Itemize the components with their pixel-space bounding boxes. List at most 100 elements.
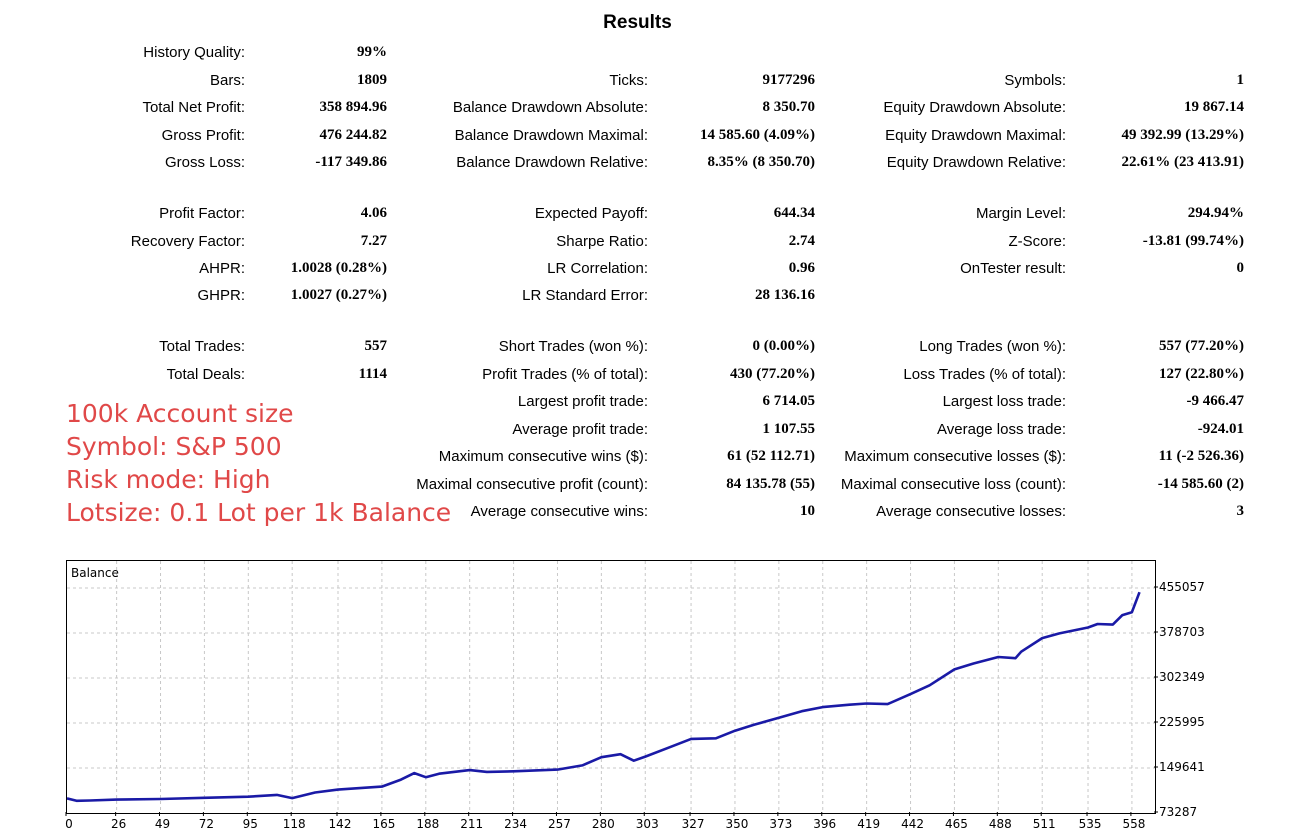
y-tick-label: 149641 — [1159, 760, 1205, 774]
stat-label: Z-Score: — [1008, 233, 1066, 250]
stat-label: Expected Payoff: — [534, 205, 648, 222]
stat-value: 1114 — [358, 366, 387, 382]
stat-value: 49 392.99 (13.29%) — [1121, 127, 1245, 143]
x-tick-label: 165 — [372, 817, 395, 831]
stat-label: Maximum consecutive wins ($): — [438, 448, 648, 465]
stat-label: Average loss trade: — [937, 421, 1066, 438]
stat-label: Recovery Factor: — [130, 233, 245, 250]
stat-value: 9177296 — [762, 72, 816, 88]
stat-value: -9 466.47 — [1186, 393, 1245, 409]
stat-value: -924.01 — [1197, 421, 1244, 437]
stat-label: Gross Profit: — [161, 127, 245, 144]
y-tick-label: 225995 — [1159, 715, 1205, 729]
stat-label: Average profit trade: — [512, 421, 648, 438]
x-tick-label: 95 — [243, 817, 258, 831]
stat-label: Maximal consecutive profit (count): — [416, 476, 648, 493]
x-tick-label: 257 — [548, 817, 571, 831]
stat-value: 1 107.55 — [762, 421, 816, 437]
stat-value: 19 867.14 — [1184, 99, 1244, 115]
x-tick-label: 350 — [726, 817, 749, 831]
stat-label: Profit Factor: — [159, 205, 245, 222]
y-tick-label: 455057 — [1159, 580, 1205, 594]
stat-value: 1.0027 (0.27%) — [290, 287, 387, 303]
x-tick-label: 234 — [504, 817, 527, 831]
stat-label: Ticks: — [609, 72, 648, 89]
stat-label: Equity Drawdown Relative: — [886, 154, 1066, 171]
x-tick-label: 211 — [460, 817, 483, 831]
note-line: Symbol: S&P 500 — [66, 432, 282, 461]
x-tick-label: 558 — [1122, 817, 1145, 831]
balance-series-line — [67, 591, 1141, 803]
balance-chart-svg: Balance — [67, 561, 1155, 813]
stat-label: Average consecutive losses: — [876, 503, 1066, 520]
stat-label: GHPR: — [197, 287, 245, 304]
stat-value: 557 (77.20%) — [1159, 338, 1244, 354]
stat-label: Symbols: — [1004, 72, 1066, 89]
stat-value: -117 349.86 — [315, 154, 387, 170]
stat-value: 14 585.60 (4.09%) — [700, 127, 815, 143]
x-tick-label: 488 — [989, 817, 1012, 831]
x-tick-label: 396 — [813, 817, 836, 831]
x-tick-label: 280 — [592, 817, 615, 831]
x-tick-label: 118 — [283, 817, 306, 831]
stat-value: 476 244.82 — [319, 127, 388, 143]
stat-label: Balance Drawdown Maximal: — [454, 127, 648, 144]
stat-label: Maximal consecutive loss (count): — [840, 476, 1066, 493]
x-tick-label: 188 — [416, 817, 439, 831]
stat-value: 99% — [357, 44, 387, 60]
stat-value: -13.81 (99.74%) — [1142, 233, 1244, 249]
stat-value: 3 — [1236, 503, 1245, 519]
stat-label: OnTester result: — [960, 260, 1066, 277]
stat-value: 4.06 — [360, 205, 387, 221]
stat-value: 84 135.78 (55) — [726, 476, 815, 492]
stat-value: 557 — [364, 338, 388, 354]
stat-value: 430 (77.20%) — [730, 366, 815, 382]
results-title: Results — [603, 12, 672, 33]
note-line: Lotsize: 0.1 Lot per 1k Balance — [66, 498, 452, 527]
x-tick-label: 373 — [769, 817, 792, 831]
stat-label: Total Net Profit: — [142, 99, 245, 116]
balance-chart: Balance — [66, 560, 1156, 814]
stat-value: 2.74 — [788, 233, 815, 249]
x-tick-label: 26 — [111, 817, 126, 831]
stat-value: 1809 — [357, 72, 387, 88]
note-line: Risk mode: High — [66, 465, 271, 494]
stat-value: 1 — [1236, 72, 1245, 88]
stat-value: 358 894.96 — [319, 99, 388, 115]
stat-label: Largest loss trade: — [942, 393, 1066, 410]
x-tick-label: 0 — [65, 817, 73, 831]
x-tick-label: 49 — [155, 817, 170, 831]
stat-value: 11 (-2 526.36) — [1158, 448, 1244, 464]
stat-value: 0 — [1236, 260, 1245, 276]
stat-value: 0.96 — [788, 260, 815, 276]
stat-value: 6 714.05 — [762, 393, 816, 409]
stat-value: 61 (52 112.71) — [727, 448, 815, 464]
stat-label: Total Trades: — [159, 338, 245, 355]
y-tick-label: 73287 — [1159, 805, 1197, 819]
stat-label: Short Trades (won %): — [498, 338, 648, 355]
stat-label: History Quality: — [143, 44, 245, 61]
x-tick-label: 72 — [199, 817, 214, 831]
stat-value: -14 585.60 (2) — [1157, 476, 1244, 492]
y-tick-label: 302349 — [1159, 670, 1205, 684]
stat-value: 644.34 — [773, 205, 815, 221]
x-tick-label: 327 — [682, 817, 705, 831]
x-tick-label: 303 — [636, 817, 659, 831]
stat-label: Maximum consecutive losses ($): — [844, 448, 1066, 465]
stat-label: Average consecutive wins: — [470, 503, 648, 520]
stat-label: LR Standard Error: — [522, 287, 648, 304]
x-tick-label: 442 — [901, 817, 924, 831]
y-tick-label: 378703 — [1159, 625, 1205, 639]
chart-title: Balance — [71, 566, 119, 580]
x-tick-label: 419 — [857, 817, 880, 831]
stat-value: 22.61% (23 413.91) — [1121, 154, 1245, 170]
stat-value: 28 136.16 — [755, 287, 815, 303]
x-tick-label: 465 — [945, 817, 968, 831]
note-line: 100k Account size — [66, 399, 294, 428]
stat-label: Sharpe Ratio: — [556, 233, 648, 250]
stat-label: Equity Drawdown Absolute: — [883, 99, 1066, 116]
stat-label: Gross Loss: — [164, 154, 245, 171]
stat-value: 0 (0.00%) — [752, 338, 816, 354]
stat-label: Loss Trades (% of total): — [903, 366, 1066, 383]
stat-value: 127 (22.80%) — [1159, 366, 1244, 382]
